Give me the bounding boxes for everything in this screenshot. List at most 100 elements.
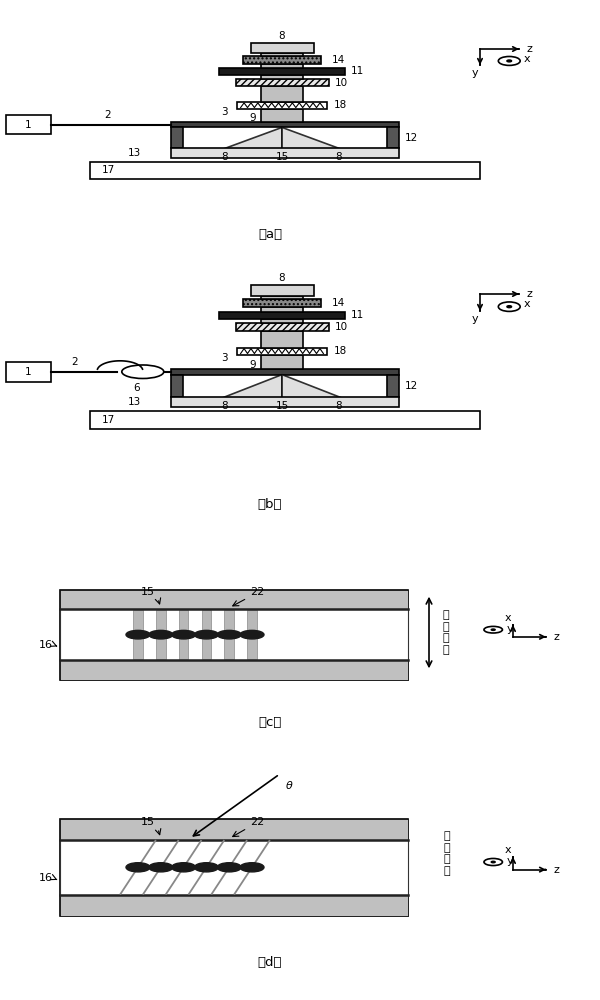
Bar [60, 660, 408, 680]
Bar [261, 296, 303, 299]
Text: 8: 8 [221, 401, 229, 411]
Text: x: x [524, 54, 530, 64]
Text: x: x [505, 845, 512, 855]
Circle shape [491, 861, 495, 863]
Bar [219, 68, 345, 75]
Circle shape [217, 863, 241, 872]
Bar [387, 127, 399, 148]
Circle shape [507, 306, 512, 308]
Bar [243, 56, 321, 64]
Text: 13: 13 [128, 397, 141, 407]
Circle shape [172, 863, 196, 872]
Bar [60, 609, 408, 660]
Text: 扫
描
方
向: 扫 描 方 向 [442, 610, 449, 655]
Bar [171, 127, 183, 148]
Bar [171, 122, 399, 127]
Bar [60, 589, 408, 680]
Text: 8: 8 [335, 401, 343, 411]
Bar [6, 115, 51, 134]
Text: 16: 16 [39, 640, 53, 650]
Text: 3: 3 [221, 107, 228, 117]
Circle shape [194, 863, 218, 872]
Bar [171, 397, 399, 407]
Text: 10: 10 [335, 78, 347, 88]
Circle shape [491, 629, 495, 630]
Text: 8: 8 [221, 152, 229, 162]
Bar [90, 162, 480, 179]
Text: 13: 13 [128, 148, 141, 158]
Text: 15: 15 [141, 817, 155, 827]
Bar [261, 355, 303, 369]
Text: θ: θ [286, 781, 292, 791]
Text: 6: 6 [133, 383, 140, 393]
Bar [237, 348, 327, 355]
Text: 14: 14 [332, 55, 345, 65]
Circle shape [149, 630, 173, 639]
Bar [171, 148, 399, 158]
Text: 2: 2 [71, 357, 79, 367]
Polygon shape [282, 375, 342, 398]
Circle shape [240, 630, 264, 639]
Text: 11: 11 [351, 310, 364, 320]
Bar [251, 285, 314, 296]
Text: 扫
描
方
向: 扫 描 方 向 [444, 831, 451, 876]
Text: 2: 2 [104, 110, 112, 120]
Circle shape [217, 630, 241, 639]
Text: x: x [524, 299, 530, 309]
Text: 12: 12 [405, 381, 418, 391]
Bar [219, 312, 345, 319]
Polygon shape [282, 127, 342, 149]
Polygon shape [222, 127, 282, 149]
Text: 15: 15 [275, 152, 289, 162]
Text: z: z [553, 865, 559, 875]
Bar [60, 819, 408, 840]
Text: y: y [472, 314, 479, 324]
Circle shape [126, 630, 150, 639]
Text: 22: 22 [250, 587, 265, 597]
Bar [387, 375, 399, 397]
Text: 9: 9 [250, 113, 256, 123]
Bar [251, 43, 314, 53]
Bar [236, 79, 329, 86]
Text: 8: 8 [335, 152, 343, 162]
Text: 10: 10 [335, 322, 347, 332]
Bar [171, 375, 183, 397]
Text: 12: 12 [405, 133, 418, 143]
Text: y: y [507, 856, 514, 866]
Ellipse shape [122, 365, 164, 378]
Bar [261, 307, 303, 312]
Text: 18: 18 [334, 100, 347, 110]
Bar [261, 109, 303, 122]
Text: 8: 8 [278, 31, 286, 41]
Bar [90, 411, 480, 429]
Text: 17: 17 [102, 415, 115, 425]
Bar [156, 610, 166, 659]
Text: y: y [472, 68, 479, 78]
Bar [247, 610, 257, 659]
Text: 11: 11 [351, 66, 364, 76]
Text: 18: 18 [334, 346, 347, 356]
Circle shape [240, 863, 264, 872]
Bar [243, 299, 321, 307]
Bar [261, 319, 303, 323]
Bar [171, 369, 399, 375]
Text: 17: 17 [102, 165, 115, 175]
Bar [237, 102, 327, 109]
Circle shape [194, 630, 218, 639]
Text: 15: 15 [275, 401, 289, 411]
Text: 1: 1 [25, 367, 32, 377]
Text: 3: 3 [221, 353, 228, 363]
Bar [261, 53, 303, 56]
Text: （d）: （d） [258, 956, 282, 968]
Bar [60, 840, 408, 895]
Text: （b）: （b） [258, 498, 282, 511]
Bar [60, 589, 408, 609]
Circle shape [507, 60, 512, 62]
Polygon shape [222, 375, 282, 398]
Text: 22: 22 [250, 817, 265, 827]
Text: 1: 1 [25, 120, 32, 130]
Bar [60, 819, 408, 916]
Bar [261, 75, 303, 79]
Text: 15: 15 [141, 587, 155, 597]
Circle shape [126, 863, 150, 872]
